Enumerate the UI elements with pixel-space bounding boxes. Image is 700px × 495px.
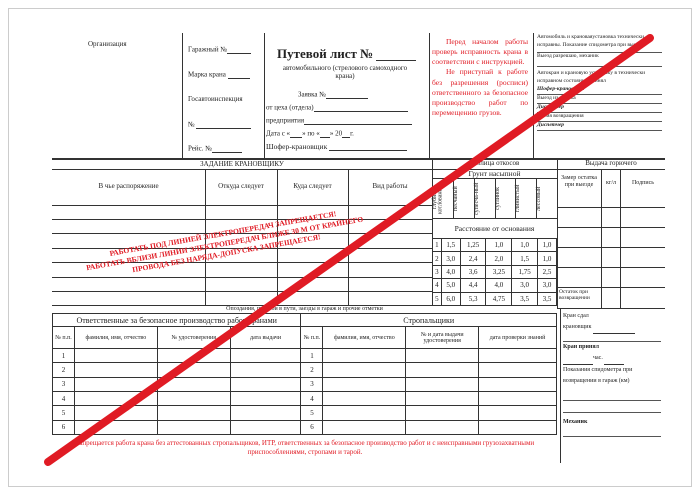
task-row-line (52, 205, 432, 206)
fuel-title: Выдача горючего (585, 159, 637, 167)
slope-cell: 6,0 (440, 291, 461, 307)
marks-label: Опоздания, простои в пути, заезды в гара… (226, 306, 383, 312)
slope-cell: 3,5 (511, 291, 538, 307)
fuel-col-unit: кг/л (605, 180, 617, 186)
distance-label: Расстояние от основания (454, 224, 535, 233)
request-no-field[interactable]: Заявка № (298, 90, 368, 99)
enterprise-field[interactable]: предприятия (266, 116, 413, 125)
slope-row: 5 6,0 5,3 4,75 3,5 3,5 (432, 291, 557, 307)
slope-cell: 4,0 (440, 264, 461, 280)
row-number: 6 (300, 419, 324, 436)
slope-row: 3 4,0 3,6 3,25 1,75 2,5 (432, 264, 557, 280)
row-number: 6 (52, 419, 75, 436)
release-notes: Автомобиль и крановаяустановка техническ… (537, 34, 662, 131)
task-row-line (52, 262, 432, 263)
slingers-col-header: № и дата выдачи удостоверения (405, 326, 480, 349)
slope-row: 1 1,5 1,25 1,0 1,0 1,0 (432, 237, 557, 253)
page-frame (8, 8, 692, 487)
driver-field[interactable]: Шофер-крановщик (266, 142, 408, 152)
return-notes: Кран сдал крановщик Кран принял час. Пок… (563, 311, 661, 437)
task-row-line (52, 248, 432, 249)
task-col-from: Откуда следует (218, 182, 264, 190)
dept-field[interactable]: от цеха (отдела) (266, 103, 408, 112)
slopes-title: Таблица откосов (469, 159, 520, 167)
task-row-line (52, 277, 432, 278)
task-title: ЗАДАНИЕ КРАНОВЩИКУ (200, 160, 284, 168)
slopes-table: 1 1,5 1,25 1,0 1,0 1,0 2 3,0 2,4 2,0 1,5 1,0 3 4,0 3,6… (432, 237, 557, 307)
fuel-col-sign: Подпись (631, 180, 655, 186)
red-diagonal-line (44, 34, 654, 466)
fuel-col-start: Замер остатка при выезде (561, 175, 597, 188)
gai-label: Госавтоинспекция (188, 95, 243, 103)
task-row-line (52, 233, 432, 234)
warning-bottom: Запрещается работа крана без аттестованн… (75, 439, 535, 457)
editable-cell[interactable] (156, 419, 231, 436)
task-col-to: Куда следует (293, 182, 332, 190)
row-number: 4 (300, 390, 324, 407)
organization-label: Организация (88, 40, 127, 48)
number-label: № (188, 120, 252, 129)
date-field[interactable]: Дата с «» по «» 20 г. (266, 129, 354, 138)
crane-brand-label: Марка крана (188, 70, 250, 79)
slope-cell: 5,0 (440, 278, 461, 293)
subtitle: автомобильного (стрелового самоходного к… (282, 64, 408, 80)
fuel-remainder: Остаток при возвращении (559, 289, 590, 302)
task-row-line (52, 219, 432, 220)
task-row-line (52, 291, 432, 292)
garage-no-label: Гаражный № (188, 45, 252, 54)
slope-row: 4 5,0 4,4 4,0 3,0 3,0 (432, 278, 557, 293)
reg-no-label: Рейс. № (188, 144, 242, 153)
slope-cell: 3,5 (537, 291, 557, 307)
task-col-work: Вид работы (372, 182, 408, 190)
page-title: Путевой лист № (277, 46, 417, 62)
editable-cell[interactable] (478, 419, 557, 436)
task-col-whose: В чье распоряжение (98, 182, 159, 190)
soil-label: Грунт насыпной (468, 169, 521, 178)
warning-top: Перед началом работы проверь исправность… (432, 37, 528, 117)
